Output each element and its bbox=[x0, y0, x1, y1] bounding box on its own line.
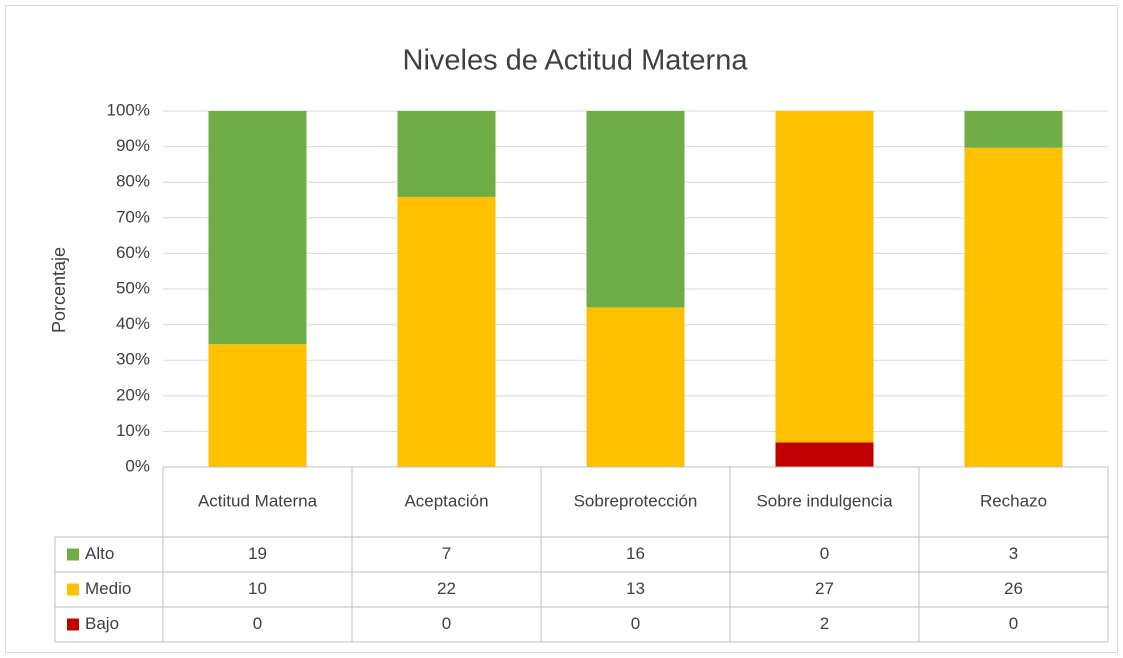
legend-label: Medio bbox=[85, 579, 131, 598]
x-tick-label: Actitud Materna bbox=[198, 491, 318, 510]
table-value: 0 bbox=[442, 614, 451, 633]
y-tick-label: 90% bbox=[116, 136, 150, 155]
table-value: 0 bbox=[631, 614, 640, 633]
y-tick-label: 40% bbox=[116, 314, 150, 333]
chart-title: Niveles de Actitud Materna bbox=[403, 45, 749, 77]
y-tick-label: 100% bbox=[107, 100, 150, 119]
x-tick-label: Sobreprotección bbox=[574, 491, 698, 510]
y-tick-label: 0% bbox=[125, 456, 150, 475]
table-value: 2 bbox=[820, 614, 829, 633]
legend-swatch bbox=[67, 583, 79, 596]
table-value: 27 bbox=[815, 579, 834, 598]
bar-segment bbox=[208, 111, 307, 345]
table-value: 3 bbox=[1009, 544, 1018, 563]
chart-border bbox=[5, 5, 1118, 653]
bar-segment bbox=[964, 147, 1063, 468]
legend-label: Alto bbox=[85, 544, 114, 563]
y-tick-label: 60% bbox=[116, 243, 150, 262]
table-value: 22 bbox=[437, 579, 456, 598]
table-value: 0 bbox=[253, 614, 262, 633]
table-value: 0 bbox=[820, 544, 829, 563]
table-value: 13 bbox=[626, 579, 645, 598]
legend-swatch bbox=[67, 548, 79, 561]
bar-segment bbox=[586, 111, 685, 308]
y-tick-label: 10% bbox=[116, 421, 150, 440]
y-axis-label: Porcentaje bbox=[49, 247, 69, 333]
table-value: 16 bbox=[626, 544, 645, 563]
x-tick-label: Sobre indulgencia bbox=[756, 491, 893, 510]
x-tick-label: Rechazo bbox=[980, 491, 1047, 510]
bar-segment bbox=[586, 307, 685, 467]
table-value: 19 bbox=[248, 544, 267, 563]
x-tick-label: Aceptación bbox=[404, 491, 488, 510]
bar-segment bbox=[397, 196, 496, 467]
y-tick-label: 80% bbox=[116, 172, 150, 191]
bar-segment bbox=[397, 111, 496, 197]
legend-label: Bajo bbox=[85, 614, 119, 633]
table-value: 10 bbox=[248, 579, 267, 598]
bar-segment bbox=[775, 111, 874, 443]
bar-segment bbox=[208, 344, 307, 467]
legend-swatch bbox=[67, 618, 79, 631]
y-tick-label: 50% bbox=[116, 278, 150, 297]
table-value: 26 bbox=[1004, 579, 1023, 598]
table-value: 7 bbox=[442, 544, 451, 563]
bar-segment bbox=[775, 442, 874, 467]
bar-segment bbox=[964, 111, 1063, 148]
y-tick-label: 70% bbox=[116, 207, 150, 226]
y-tick-label: 20% bbox=[116, 385, 150, 404]
table-value: 0 bbox=[1009, 614, 1018, 633]
y-tick-label: 30% bbox=[116, 350, 150, 369]
